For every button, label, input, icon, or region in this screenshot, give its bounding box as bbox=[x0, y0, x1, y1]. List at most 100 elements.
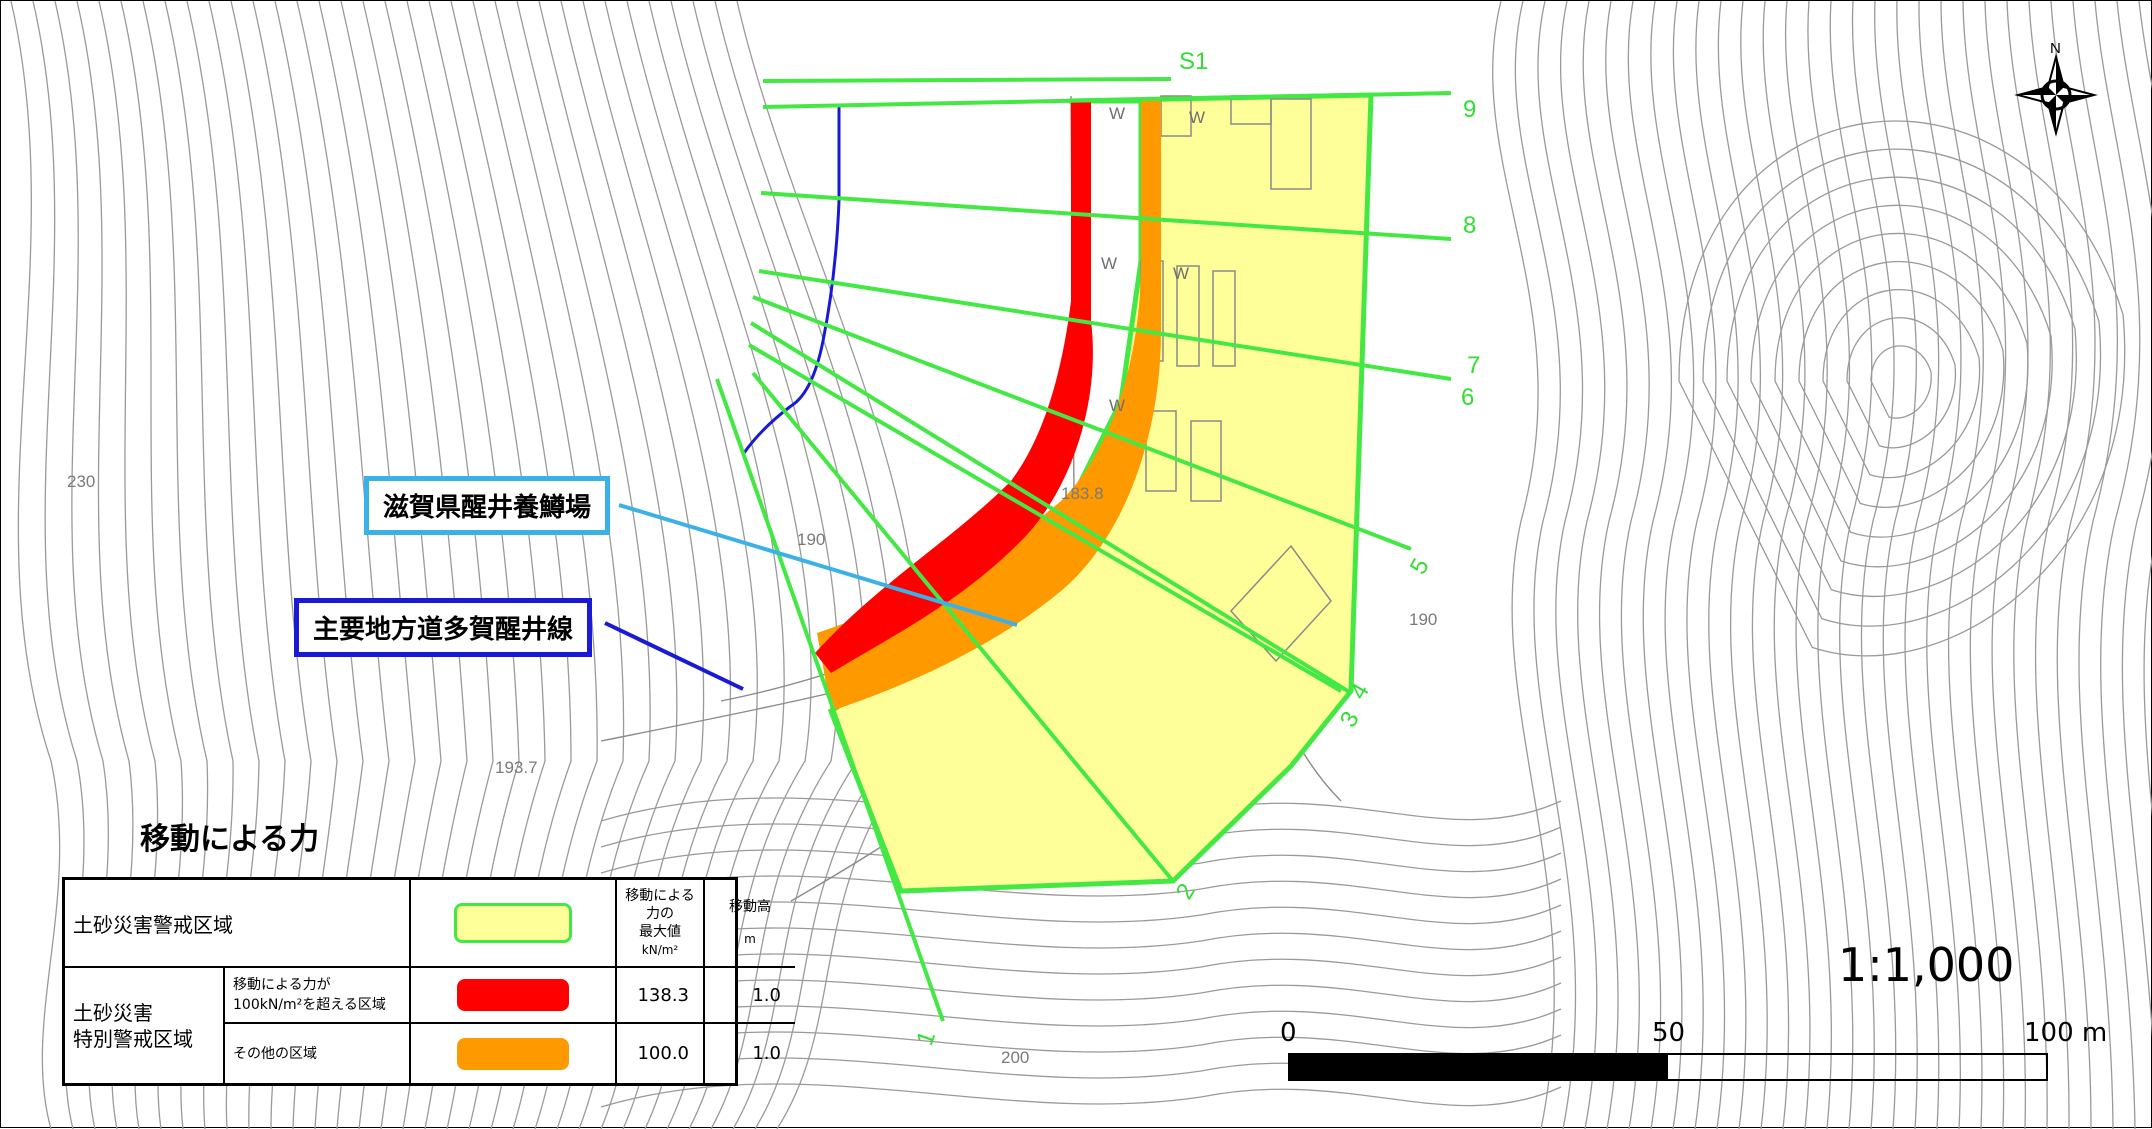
svg-text:W: W bbox=[1109, 104, 1125, 123]
special-zone-high-force bbox=[815, 101, 1093, 673]
special-zone-other bbox=[817, 101, 1161, 711]
svg-text:8: 8 bbox=[1463, 212, 1476, 239]
svg-text:6: 6 bbox=[1461, 384, 1474, 411]
svg-text:193.7: 193.7 bbox=[495, 758, 538, 777]
contour-line bbox=[600, 1031, 1562, 1056]
scale-ratio: 1:1,000 bbox=[1838, 938, 2015, 992]
svg-text:W: W bbox=[1173, 264, 1189, 283]
scale-label-start: 0 bbox=[1280, 1018, 1297, 1048]
contour-line bbox=[600, 1083, 1562, 1108]
svg-text:3: 3 bbox=[1335, 707, 1365, 732]
svg-text:5: 5 bbox=[1405, 554, 1435, 579]
facility-callout-leader bbox=[618, 503, 1018, 627]
contour-line bbox=[1829, 1, 1875, 1129]
contour-line bbox=[600, 979, 1562, 1004]
contour-line bbox=[1962, 1, 2007, 1129]
svg-text:183.8: 183.8 bbox=[1061, 484, 1104, 503]
contour-line bbox=[1822, 289, 1981, 479]
contour-line bbox=[2050, 1, 2096, 1129]
contour-line bbox=[1846, 317, 1956, 449]
contour-line bbox=[1870, 345, 1932, 419]
row-high-label-line-2: 100kN/m²を超える区域 bbox=[233, 997, 386, 1013]
contour-line bbox=[1537, 1, 1598, 1129]
svg-text:4: 4 bbox=[1345, 679, 1375, 704]
contour-line bbox=[1702, 148, 2102, 627]
legend-high-swatch-cell bbox=[411, 968, 617, 1024]
special-zone-label-line-1: 土砂災害 bbox=[73, 1000, 153, 1025]
legend-table: 土砂災害警戒区域 移動による 力の 最大値 kN/m² 移動高 m 土砂災害 特… bbox=[62, 877, 795, 1086]
north-label: N bbox=[2050, 40, 2061, 57]
contour-line bbox=[1750, 204, 2053, 568]
legend-title: 移動による力 bbox=[140, 822, 320, 857]
contour-line bbox=[1784, 1, 1833, 1129]
contour-line bbox=[1851, 1, 1897, 1129]
contour-line bbox=[10, 1, 61, 1129]
other-zone-swatch bbox=[457, 1037, 569, 1070]
svg-text:1: 1 bbox=[911, 1027, 941, 1049]
special-zone-label-line-2: 特別警戒区域 bbox=[73, 1026, 193, 1051]
svg-text:W: W bbox=[1101, 254, 1117, 273]
legend-warning-swatch-cell bbox=[411, 880, 617, 968]
row-high-label-line-1: 移動による力が bbox=[233, 977, 331, 993]
contour-line bbox=[1627, 1, 1683, 1129]
scale-label-end: 100 m bbox=[2024, 1018, 2108, 1048]
contour-line bbox=[600, 901, 1562, 926]
legend-force-header: 移動による 力の 最大値 kN/m² bbox=[617, 880, 705, 968]
row-high-height-value: 1.0 bbox=[705, 968, 795, 1024]
contour-line bbox=[1940, 1, 1984, 1129]
svg-text:200: 200 bbox=[1001, 1048, 1029, 1067]
scale-label-mid: 50 bbox=[1652, 1018, 1686, 1048]
contour-line bbox=[1650, 1, 1704, 1129]
legend-special-zone-label: 土砂災害 特別警戒区域 bbox=[65, 968, 225, 1083]
svg-text:230: 230 bbox=[67, 472, 95, 491]
contour-line bbox=[1672, 1, 1726, 1129]
building-marks: W W W W W bbox=[1101, 104, 1205, 415]
svg-text:9: 9 bbox=[1463, 96, 1476, 123]
force-header-line-1: 移動による bbox=[625, 888, 695, 904]
contour-line bbox=[1798, 260, 2005, 508]
contour-line bbox=[1514, 1, 1577, 1129]
contour-line bbox=[1559, 1, 1619, 1129]
scale-bar-black-segment bbox=[1290, 1055, 1668, 1079]
contour-line bbox=[1807, 1, 1854, 1129]
contour-line bbox=[2072, 1, 2119, 1129]
contour-line bbox=[1896, 1, 1940, 1129]
svg-text:W: W bbox=[1189, 108, 1205, 127]
contour-line bbox=[1774, 232, 2029, 538]
svg-text:S1: S1 bbox=[1179, 48, 1208, 75]
svg-text:W: W bbox=[1109, 396, 1125, 415]
force-header-line-3: 最大値 bbox=[639, 924, 681, 940]
row-other-force-value: 100.0 bbox=[617, 1024, 705, 1083]
contour-line bbox=[1582, 1, 1640, 1129]
contour-line bbox=[1717, 1, 1768, 1129]
contour-line bbox=[1874, 1, 1918, 1129]
legend-row-other-label: その他の区域 bbox=[225, 1024, 411, 1083]
contour-line bbox=[2028, 1, 2074, 1129]
force-header-line-2: 力の bbox=[646, 906, 674, 922]
contour-line bbox=[2138, 1, 2152, 817]
contour-line bbox=[1726, 176, 2077, 598]
contour-line bbox=[1605, 1, 1662, 1129]
elevation-labels: 230 190 190 193.7 183.8 200 bbox=[67, 472, 1437, 1067]
legend-row-high-label: 移動による力が 100kN/m²を超える区域 bbox=[225, 968, 411, 1024]
row-high-force-value: 138.3 bbox=[617, 968, 705, 1024]
profile-lines bbox=[715, 77, 1452, 1022]
svg-text:190: 190 bbox=[797, 530, 825, 549]
contour-line bbox=[1762, 1, 1811, 1129]
contour-line bbox=[1492, 1, 1555, 1129]
contour-line bbox=[1740, 1, 1790, 1129]
warning-zone-swatch bbox=[454, 903, 572, 943]
contour-line bbox=[1918, 1, 1962, 1129]
contour-line bbox=[600, 1005, 1562, 1030]
road-callout-leader bbox=[604, 621, 744, 691]
contour-line bbox=[600, 953, 1562, 978]
contour-line bbox=[2116, 1, 2152, 1038]
contour-line bbox=[2006, 1, 2051, 1129]
contour-line bbox=[2094, 1, 2141, 1129]
north-arrow-icon: N bbox=[2014, 40, 2098, 137]
legend-height-header: 移動高 m bbox=[705, 880, 795, 968]
contour-line bbox=[1695, 1, 1747, 1129]
height-header: 移動高 bbox=[729, 899, 771, 915]
contour-line bbox=[1678, 120, 2126, 657]
